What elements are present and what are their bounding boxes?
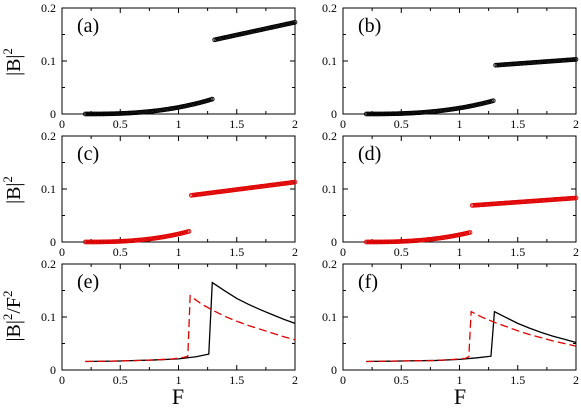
panel-4: 0 0.5 1 1.5 2 0 0.1 0.2 (d)	[322, 129, 579, 259]
panel-label: (e)	[77, 271, 99, 293]
x-tick-label: 2	[573, 117, 579, 131]
series-1-segment-2	[469, 195, 579, 208]
panel-5: 0 0.5 1 1.5 2 0 0.1 0.2 (e)	[41, 257, 298, 387]
x-tick-label: 1.5	[229, 245, 244, 259]
series-line-red	[85, 294, 296, 363]
x-tick-label: 1.5	[510, 117, 525, 131]
y-tick-label: 0.2	[41, 257, 56, 271]
data-point	[209, 96, 215, 102]
x-tick-label: 0	[59, 373, 65, 387]
y-tick-label: 0.2	[322, 1, 337, 15]
x-tick-label: 0	[59, 117, 65, 131]
panel-label: (b)	[358, 15, 381, 37]
y-tick-label: 0	[50, 363, 56, 377]
y-tick-label: 0.2	[41, 129, 56, 143]
ylabel-row-3: |B|2/F2	[0, 290, 25, 341]
data-point	[573, 57, 579, 62]
x-tick-label: 1.5	[229, 117, 244, 131]
y-tick-label: 0.2	[322, 257, 337, 271]
panel-label: (f)	[358, 271, 378, 293]
series-1-segment-1	[82, 229, 192, 245]
x-tick-label: 0	[59, 245, 65, 259]
x-tick-label: 1	[457, 117, 463, 131]
series-line-red	[366, 310, 577, 363]
x-tick-label: 2	[292, 245, 298, 259]
x-tick-label: 1.5	[510, 373, 525, 387]
x-tick-label: 0.5	[113, 117, 128, 131]
series-1-segment-1	[363, 230, 473, 245]
y-tick-label: 0.1	[322, 182, 337, 196]
series-1-segment-2	[188, 179, 298, 198]
xlabel-right: F	[454, 384, 466, 409]
data-point	[186, 229, 192, 234]
y-tick-label: 0.1	[41, 54, 56, 68]
x-tick-label: 0.5	[394, 245, 409, 259]
data-point	[292, 19, 298, 25]
panel-3: 0 0.5 1 1.5 2 0 0.1 0.2 (c)	[41, 129, 298, 259]
panel-label: (c)	[77, 143, 99, 165]
panel-label: (a)	[77, 15, 99, 37]
x-tick-label: 2	[292, 117, 298, 131]
y-tick-label: 0	[50, 107, 56, 121]
y-tick-label: 0.1	[41, 310, 56, 324]
ylabel-row-2: |B|2	[0, 176, 25, 204]
series-1-segment-2	[493, 57, 579, 68]
x-tick-label: 1	[176, 373, 182, 387]
y-tick-label: 0	[50, 235, 56, 249]
x-tick-label: 0.5	[394, 373, 409, 387]
x-tick-label: 0	[340, 117, 346, 131]
ylabel-row-1: |B|2	[0, 48, 25, 76]
y-tick-label: 0.1	[322, 310, 337, 324]
xlabel-left: F	[172, 384, 184, 409]
x-tick-label: 1	[457, 373, 463, 387]
x-tick-label: 1.5	[510, 245, 525, 259]
x-tick-label: 2	[573, 245, 579, 259]
x-tick-label: 0	[340, 373, 346, 387]
y-tick-label: 0.2	[322, 129, 337, 143]
x-tick-label: 1	[457, 245, 463, 259]
y-tick-label: 0	[331, 363, 337, 377]
x-tick-label: 0.5	[394, 117, 409, 131]
x-tick-label: 1	[176, 117, 182, 131]
x-tick-label: 2	[573, 373, 579, 387]
series-1-segment-1	[82, 96, 215, 117]
data-point	[292, 179, 298, 185]
x-tick-label: 1	[176, 245, 182, 259]
x-tick-label: 0	[340, 245, 346, 259]
x-tick-label: 0.5	[113, 373, 128, 387]
y-tick-label: 0.2	[41, 1, 56, 15]
y-tick-label: 0	[331, 235, 337, 249]
panel-2: 0 0.5 1 1.5 2 0 0.1 0.2 (b)	[322, 1, 579, 131]
panel-label: (d)	[358, 143, 381, 165]
series-1-segment-1	[363, 98, 496, 117]
x-tick-label: 1.5	[229, 373, 244, 387]
y-tick-label: 0	[331, 107, 337, 121]
y-tick-label: 0.1	[322, 54, 337, 68]
series-line-black	[85, 281, 296, 363]
y-tick-label: 0.1	[41, 182, 56, 196]
series-line-black	[366, 310, 577, 363]
x-tick-label: 2	[292, 373, 298, 387]
data-point	[573, 195, 579, 201]
series-1-segment-2	[212, 19, 298, 43]
data-point	[490, 98, 496, 104]
panel-1: 0 0.5 1 1.5 2 0 0.1 0.2 (a)	[41, 1, 298, 131]
data-point	[467, 230, 473, 235]
panel-6: 0 0.5 1 1.5 2 0 0.1 0.2 (f)	[322, 257, 579, 387]
x-tick-label: 0.5	[113, 245, 128, 259]
